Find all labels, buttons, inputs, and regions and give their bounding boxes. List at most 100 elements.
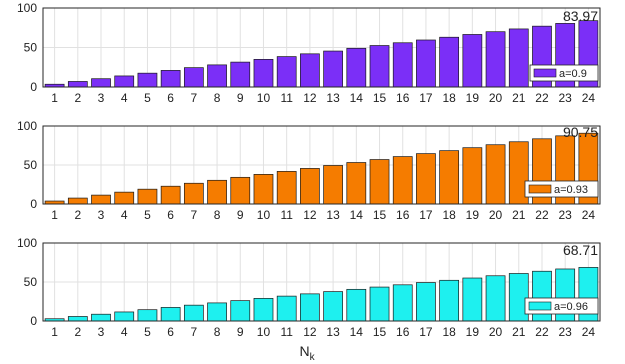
x-tick-label: 24 (582, 91, 596, 105)
bar (91, 78, 111, 88)
x-axis-label-main: N (299, 343, 309, 359)
bar (230, 176, 251, 205)
bar (183, 304, 204, 322)
x-tick-label: 16 (396, 91, 410, 105)
x-tick-label: 19 (466, 91, 480, 105)
x-tick-label: 11 (280, 325, 293, 339)
x-tick-label: 3 (98, 325, 105, 339)
y-tick-label: 50 (24, 158, 38, 172)
x-tick-label: 13 (326, 325, 340, 339)
bar (300, 293, 320, 322)
bar (485, 275, 506, 322)
x-tick-label: 10 (257, 325, 271, 339)
bar (276, 295, 297, 322)
x-tick-label: 23 (559, 91, 573, 105)
bar (137, 309, 158, 322)
bar (392, 284, 413, 322)
x-tick-label: 9 (237, 208, 244, 222)
bar (439, 279, 460, 322)
peak-value-annotation: 83.97 (563, 8, 598, 24)
x-tick-label: 2 (74, 91, 81, 105)
peak-value-annotation: 68.71 (563, 242, 598, 258)
x-tick-label: 16 (396, 325, 410, 339)
y-tick-label: 0 (30, 197, 37, 211)
y-tick-label: 100 (17, 119, 37, 133)
x-tick-label: 1 (51, 208, 58, 222)
y-tick-label: 0 (30, 314, 37, 328)
x-tick-label: 20 (489, 208, 503, 222)
x-tick-label: 7 (191, 208, 198, 222)
y-tick-label: 100 (17, 236, 37, 250)
x-tick-label: 24 (582, 325, 596, 339)
bar (439, 36, 460, 88)
bar (91, 313, 111, 322)
bar (137, 72, 158, 88)
x-tick-label: 6 (167, 208, 174, 222)
x-tick-label: 5 (144, 208, 151, 222)
x-tick-label: 13 (326, 91, 340, 105)
bar (392, 156, 413, 205)
x-tick-label: 22 (535, 208, 549, 222)
x-tick-label: 6 (167, 91, 174, 105)
bar (276, 56, 297, 88)
x-tick-label: 21 (512, 325, 526, 339)
bar (114, 191, 135, 205)
x-tick-label: 7 (191, 325, 198, 339)
axes-frame (42, 7, 601, 88)
y-tick-label: 100 (17, 1, 37, 15)
x-tick-label: 12 (303, 325, 317, 339)
bar (346, 162, 367, 205)
peak-value-annotation: 90.75 (563, 124, 598, 140)
axes-frame (42, 125, 601, 205)
bar (439, 150, 460, 205)
x-tick-label: 17 (419, 208, 433, 222)
x-tick-label: 5 (144, 91, 151, 105)
x-tick-label: 9 (237, 325, 244, 339)
x-tick-label: 11 (280, 208, 293, 222)
legend-swatch (528, 184, 552, 194)
bar (253, 174, 274, 205)
x-tick-label: 12 (303, 208, 317, 222)
x-tick-label: 24 (582, 208, 596, 222)
x-axis-label: Nk (299, 343, 315, 363)
bar (253, 298, 274, 322)
bar (91, 194, 111, 205)
legend-label: a=0.93 (554, 184, 588, 196)
x-tick-label: 7 (191, 91, 198, 105)
x-tick-label: 23 (559, 325, 573, 339)
bar (392, 42, 413, 88)
bar (207, 302, 227, 322)
x-tick-label: 3 (98, 208, 105, 222)
legend-swatch (533, 68, 557, 78)
x-tick-label: 22 (535, 325, 549, 339)
x-tick-label: 4 (121, 91, 128, 105)
x-tick-label: 10 (257, 208, 271, 222)
x-tick-label: 16 (396, 208, 410, 222)
x-tick-label: 20 (489, 91, 503, 105)
bar (508, 28, 529, 88)
y-tick-label: 50 (24, 275, 38, 289)
x-tick-label: 18 (442, 208, 456, 222)
x-tick-label: 17 (419, 91, 433, 105)
x-tick-label: 10 (257, 91, 271, 105)
x-tick-label: 14 (350, 325, 364, 339)
bar (230, 61, 251, 88)
bar (300, 168, 320, 205)
x-tick-label: 1 (51, 91, 58, 105)
bar (253, 58, 274, 88)
x-tick-label: 20 (489, 325, 503, 339)
x-tick-label: 9 (237, 91, 244, 105)
x-tick-label: 2 (74, 325, 81, 339)
x-tick-label: 14 (350, 91, 364, 105)
bar (462, 277, 483, 322)
x-tick-label: 15 (373, 91, 387, 105)
x-tick-label: 11 (280, 91, 293, 105)
x-tick-label: 18 (442, 91, 456, 105)
bar (67, 316, 88, 322)
bar (416, 153, 436, 205)
bar (207, 64, 227, 88)
